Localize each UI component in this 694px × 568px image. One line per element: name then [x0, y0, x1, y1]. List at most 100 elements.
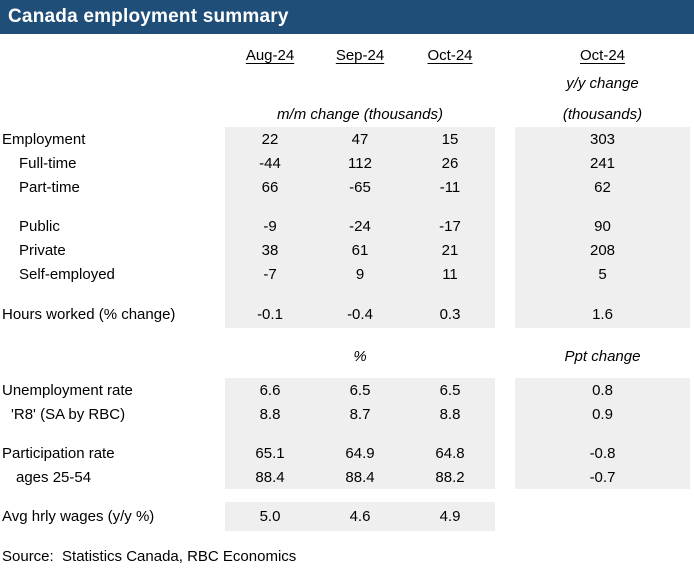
cell-value: -65 [315, 175, 405, 199]
gap-column [495, 175, 515, 199]
cell-value: 21 [405, 238, 495, 262]
cell-value: 112 [315, 151, 405, 175]
gap-column [495, 402, 515, 426]
spacer [405, 199, 495, 214]
column-header-aug24: Aug-24 [245, 47, 295, 64]
gap-column [495, 441, 515, 465]
cell-value-yy: 303 [515, 127, 690, 151]
row-label: Full-time [19, 154, 77, 172]
section-gap [0, 531, 694, 545]
spacer [225, 426, 315, 441]
spacer [515, 286, 690, 300]
cell-value: 8.8 [225, 402, 315, 426]
spacer [315, 426, 405, 441]
gap-column [495, 151, 515, 175]
gap-column [495, 238, 515, 262]
cell-value: -24 [315, 214, 405, 238]
row-label: Hours worked (% change) [2, 305, 176, 323]
gap-column [495, 286, 515, 300]
mm-unit-label: m/m change (thousands) [277, 106, 443, 123]
gap-column [495, 465, 515, 489]
cell-value: 38 [225, 238, 315, 262]
gap-column [495, 64, 515, 92]
cell-value-yy: 208 [515, 238, 690, 262]
spacer-row [0, 199, 694, 214]
row-label: Employment [2, 130, 86, 148]
gap-column [495, 502, 515, 531]
cell-value: -0.1 [225, 300, 315, 328]
column-header-oct24-yy: Oct-24 [579, 47, 625, 64]
cell-value: 8.7 [315, 402, 405, 426]
section-gap [0, 489, 694, 502]
cell-value: 15 [405, 127, 495, 151]
table-row-self-employed: Self-employed -7 9 11 5 [0, 262, 694, 286]
spacer-row [0, 426, 694, 441]
cell-value-yy: -0.7 [515, 465, 690, 489]
spacer [405, 64, 495, 92]
cell-value: -0.4 [315, 300, 405, 328]
units-row: m/m change (thousands) (thousands) [0, 92, 694, 127]
section-gap [0, 328, 694, 342]
cell-value: 65.1 [225, 441, 315, 465]
title-bar: Canada employment summary [0, 0, 694, 34]
gap-column [495, 199, 515, 214]
cell-value: 6.5 [405, 378, 495, 402]
spacer [225, 64, 315, 92]
gap-column [495, 214, 515, 238]
cell-value: -9 [225, 214, 315, 238]
spacer [0, 199, 225, 214]
table-row-avg-hourly-wages: Avg hrly wages (y/y %) 5.0 4.6 4.9 [0, 502, 694, 531]
row-label: 'R8' (SA by RBC) [11, 405, 126, 423]
spacer-row [0, 286, 694, 300]
cell-value-yy: 62 [515, 175, 690, 199]
cell-value: -17 [405, 214, 495, 238]
cell-value-yy: 0.9 [515, 402, 690, 426]
spacer [515, 199, 690, 214]
percent-unit-label: % [353, 347, 367, 365]
gap-column [495, 127, 515, 151]
cell-value: 9 [315, 262, 405, 286]
spacer [315, 64, 405, 92]
yy-change-row: y/y change [0, 64, 694, 92]
yy-change-label: y/y change [566, 75, 639, 92]
table-row-part-time: Part-time 66 -65 -11 62 [0, 175, 694, 199]
gap-column [495, 300, 515, 328]
cell-value: 4.9 [405, 502, 495, 531]
cell-value: 47 [315, 127, 405, 151]
units-row-rates: % Ppt change [0, 342, 694, 370]
table-row-employment: Employment 22 47 15 303 [0, 127, 694, 151]
spacer [0, 64, 225, 92]
gap-column [495, 378, 515, 402]
section-gap [0, 370, 694, 378]
spacer [515, 426, 690, 441]
row-label: Self-employed [19, 265, 115, 283]
cell-value: 5.0 [225, 502, 315, 531]
cell-value: 26 [405, 151, 495, 175]
cell-value: 88.4 [315, 465, 405, 489]
table-row-ages-25-54: ages 25-54 88.4 88.4 88.2 -0.7 [0, 465, 694, 489]
page-title: Canada employment summary [8, 6, 289, 27]
gap-column [495, 262, 515, 286]
cell-value-yy: 1.6 [515, 300, 690, 328]
table-row-r8: 'R8' (SA by RBC) 8.8 8.7 8.8 0.9 [0, 402, 694, 426]
spacer [315, 199, 405, 214]
cell-value: -11 [405, 175, 495, 199]
cell-value: 8.8 [405, 402, 495, 426]
cell-value-yy: 241 [515, 151, 690, 175]
ppt-change-label: Ppt change [564, 347, 641, 365]
row-label: Avg hrly wages (y/y %) [2, 508, 155, 525]
spacer [225, 199, 315, 214]
cell-value: 22 [225, 127, 315, 151]
cell-value: 4.6 [315, 502, 405, 531]
cell-value: 88.4 [225, 465, 315, 489]
table-row-hours-worked: Hours worked (% change) -0.1 -0.4 0.3 1.… [0, 300, 694, 328]
cell-value-yy: -0.8 [515, 441, 690, 465]
source-note: Source: Statistics Canada, RBC Economics [2, 547, 297, 565]
cell-value: -44 [225, 151, 315, 175]
cell-value: 0.3 [405, 300, 495, 328]
cell-value: 6.5 [315, 378, 405, 402]
cell-value-yy: 5 [515, 262, 690, 286]
yy-unit-label: (thousands) [562, 106, 643, 123]
spacer [405, 426, 495, 441]
